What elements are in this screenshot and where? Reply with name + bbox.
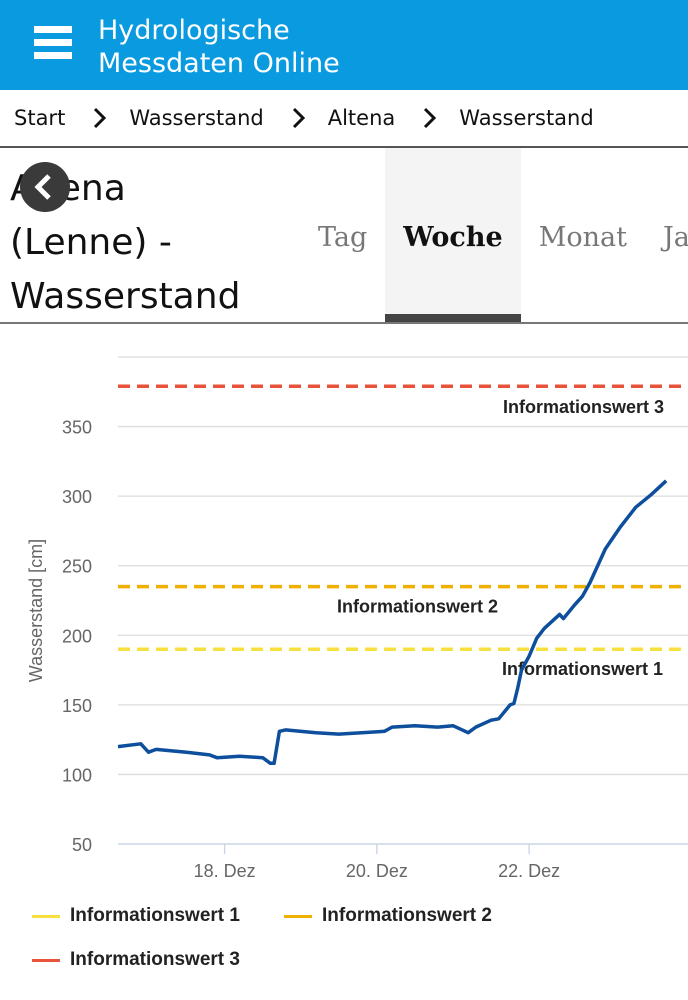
breadcrumb-current[interactable]: Wasserstand xyxy=(459,106,594,130)
legend-item-iw3[interactable]: Informationswert 3 xyxy=(32,949,240,971)
water-level-chart: 50 100 150 200 250 300 350 18. Dez 20. Dez 22. De… xyxy=(26,356,688,881)
page-title: Altena (Lenne) - Wasserstand xyxy=(10,162,270,322)
y-axis-title: Wasserstand [cm] xyxy=(26,539,46,682)
tab-tag[interactable]: Tag xyxy=(318,222,368,253)
app-title[interactable]: Hydrologische Messdaten Online xyxy=(98,14,340,80)
tab-woche[interactable]: Woche xyxy=(385,148,521,322)
legend-item-iw2[interactable]: Informationswert 2 xyxy=(284,905,492,927)
tab-jahr[interactable]: Jahr xyxy=(662,222,688,253)
legend-item-iw1[interactable]: Informationswert 1 xyxy=(32,905,240,927)
y-tick-label: 200 xyxy=(62,626,92,646)
legend-swatch xyxy=(32,914,60,918)
series-line xyxy=(117,479,668,766)
page-title-line2: (Lenne) - xyxy=(10,222,172,263)
chevron-right-icon xyxy=(292,107,305,129)
app-title-line1: Hydrologische xyxy=(98,15,290,46)
y-tick-label: 50 xyxy=(72,835,92,855)
y-tick-label: 100 xyxy=(62,765,92,785)
chevron-right-icon xyxy=(424,107,437,129)
legend-label: Informationswert 2 xyxy=(322,905,492,926)
legend-label: Informationswert 3 xyxy=(70,949,240,970)
chevron-left-icon xyxy=(34,174,51,200)
y-tick-label: 350 xyxy=(62,418,92,438)
breadcrumb-altena[interactable]: Altena xyxy=(327,106,396,130)
legend-swatch xyxy=(32,958,60,962)
tab-monat[interactable]: Monat xyxy=(538,222,627,253)
threshold-label: Informationswert 2 xyxy=(337,597,498,617)
menu-icon[interactable] xyxy=(34,26,72,64)
app-header: Hydrologische Messdaten Online xyxy=(0,0,688,90)
y-tick-label: 300 xyxy=(62,487,92,507)
y-tick-label: 250 xyxy=(62,557,92,577)
x-tick-label: 20. Dez xyxy=(346,861,408,881)
app-title-line2: Messdaten Online xyxy=(98,48,340,79)
threshold-label: Informationswert 1 xyxy=(502,659,663,679)
x-tick-label: 18. Dez xyxy=(194,861,256,881)
back-button[interactable] xyxy=(20,162,70,212)
legend-swatch xyxy=(284,914,312,918)
title-bar: Altena (Lenne) - Wasserstand Tag Woche M… xyxy=(0,148,688,324)
page-title-line3: Wasserstand xyxy=(10,276,241,317)
legend-label: Informationswert 1 xyxy=(70,905,240,926)
x-tick-label: 22. Dez xyxy=(498,861,560,881)
breadcrumb-wasserstand[interactable]: Wasserstand xyxy=(129,106,264,130)
y-tick-label: 150 xyxy=(62,696,92,716)
chevron-right-icon xyxy=(94,107,107,129)
threshold-label: Informationswert 3 xyxy=(503,397,664,417)
period-tabs: Tag Woche Monat Jahr xyxy=(318,148,688,322)
breadcrumb: Start Wasserstand Altena Wasserstand xyxy=(0,90,688,148)
breadcrumb-start[interactable]: Start xyxy=(14,106,66,130)
